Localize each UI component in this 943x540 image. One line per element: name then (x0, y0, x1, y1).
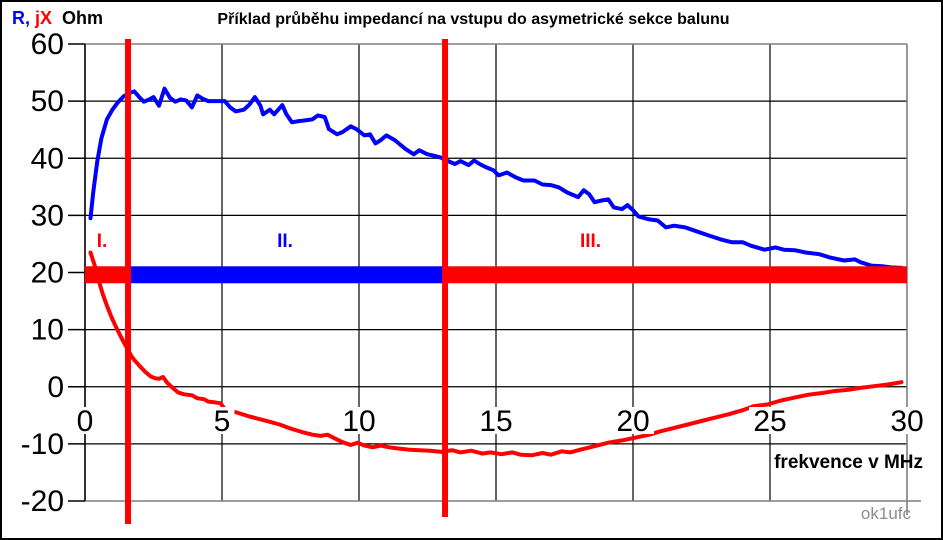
y-tick-label: 60 (31, 28, 64, 61)
x-tick-label: 5 (214, 405, 231, 438)
y-tick-label: 50 (31, 85, 64, 118)
x-tick-label-bg (209, 407, 235, 434)
region-label: I. (97, 231, 108, 252)
y-tick-label: 40 (31, 142, 64, 175)
r-series-label: R, (12, 8, 30, 28)
x-tick-label: 0 (77, 405, 94, 438)
x-tick-label-bg (338, 407, 380, 434)
x-tick-label: 10 (342, 405, 375, 438)
y-tick-label: -10 (21, 428, 64, 461)
region-label: III. (580, 231, 601, 252)
jx-series-label: jX (30, 8, 53, 28)
x-tick-label: 15 (479, 405, 512, 438)
x-tick-label: 25 (753, 405, 786, 438)
region-label: II. (277, 231, 293, 252)
x-tick-label-bg (886, 407, 928, 434)
r-curve (88, 86, 904, 270)
x-tick-label-bg (475, 407, 517, 434)
jx-curve (88, 250, 904, 458)
x-tick-label-bg (72, 407, 98, 434)
y-axis-legend: R, jX Ohm (12, 8, 103, 29)
y-tick-label: -20 (21, 485, 64, 518)
y-tick-label: 20 (31, 257, 64, 290)
x-axis-title: frekvence v MHz (774, 452, 923, 473)
watermark: ok1ufc (860, 504, 911, 523)
y-tick-label: 0 (47, 371, 64, 404)
x-tick-label: 20 (616, 405, 649, 438)
x-tick-label: 30 (890, 405, 923, 438)
band-segment (85, 266, 129, 284)
chart-title: Příklad průběhu impedancí na vstupu do a… (217, 11, 730, 28)
ohm-unit-label: Ohm (52, 8, 104, 28)
x-tick-label-bg (612, 407, 654, 434)
y-tick-label: 10 (31, 314, 64, 347)
x-tick-label-bg (749, 407, 791, 434)
y-tick-label: 30 (31, 199, 64, 232)
band-segment (445, 266, 907, 284)
band-segment (128, 266, 446, 284)
